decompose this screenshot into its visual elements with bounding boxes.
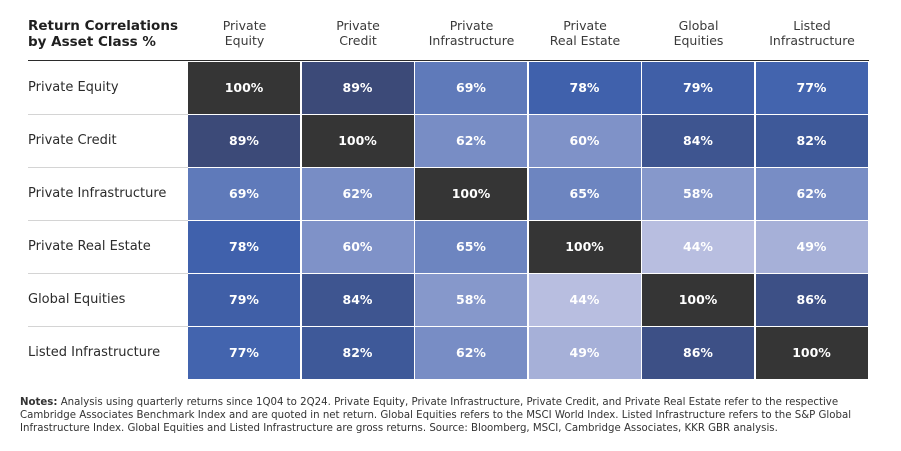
column-header-line: Private	[336, 18, 380, 33]
heatmap-cell-private-real-estate-private-real-estate: 100%	[528, 220, 641, 273]
heatmap-cell-global-equities-listed-infrastructure: 86%	[755, 273, 868, 326]
row-label-global-equities: Global Equities	[28, 292, 126, 307]
row-label-private-equity: Private Equity	[28, 80, 119, 95]
row-divider	[28, 220, 188, 221]
column-header-line: Private	[449, 18, 494, 33]
row-divider	[28, 114, 188, 115]
row-divider	[28, 326, 188, 327]
heatmap-cell-private-infrastructure-global-equities: 58%	[642, 167, 754, 220]
heatmap-cell-private-equity-global-equities: 79%	[642, 61, 754, 114]
heatmap-cell-private-real-estate-global-equities: 44%	[642, 220, 754, 273]
row-label-private-real-estate: Private Real Estate	[28, 239, 151, 254]
row-divider	[28, 273, 188, 274]
heatmap-cell-global-equities-global-equities: 100%	[642, 273, 754, 326]
column-header-line: Infrastructure	[769, 33, 855, 48]
heatmap-cell-private-credit-global-equities: 84%	[642, 114, 754, 167]
heatmap-cell-global-equities-private-equity: 79%	[188, 273, 300, 326]
heatmap-cell-private-credit-listed-infrastructure: 82%	[755, 114, 868, 167]
column-header-line: Equity	[224, 33, 265, 48]
column-header-line: Global	[678, 18, 719, 33]
heatmap-cell-private-equity-listed-infrastructure: 77%	[755, 61, 868, 114]
column-header-private-infrastructure: Private Infrastructure	[415, 18, 528, 48]
heatmap-cell-listed-infrastructure-global-equities: 86%	[642, 326, 754, 379]
heatmap-cell-private-credit-private-real-estate: 60%	[528, 114, 641, 167]
heatmap-cell-private-infrastructure-private-real-estate: 65%	[528, 167, 641, 220]
row-label-private-infrastructure: Private Infrastructure	[28, 186, 167, 201]
chart-title-line-2: by Asset Class %	[28, 34, 156, 50]
heatmap-cell-global-equities-private-credit: 84%	[301, 273, 414, 326]
column-header-private-real-estate: Private Real Estate	[529, 18, 642, 48]
heatmap-cell-listed-infrastructure-private-credit: 82%	[301, 326, 414, 379]
heatmap-cell-global-equities-private-infrastructure: 58%	[415, 273, 527, 326]
heatmap-cell-private-equity-private-equity: 100%	[188, 61, 300, 114]
heatmap-cell-private-infrastructure-private-equity: 69%	[188, 167, 300, 220]
chart-title: Return Correlations by Asset Class %	[28, 18, 188, 50]
heatmap-cell-private-equity-private-real-estate: 78%	[528, 61, 641, 114]
heatmap-cell-private-credit-private-equity: 89%	[188, 114, 300, 167]
heatmap-cell-private-real-estate-private-credit: 60%	[301, 220, 414, 273]
heatmap-cell-private-credit-private-infrastructure: 62%	[415, 114, 527, 167]
heatmap-cell-listed-infrastructure-private-equity: 77%	[188, 326, 300, 379]
column-header-line: Private	[222, 18, 267, 33]
column-header-line: Credit	[339, 33, 377, 48]
row-divider	[28, 167, 188, 168]
heatmap-cell-private-infrastructure-private-infrastructure: 100%	[415, 167, 527, 220]
row-label-private-credit: Private Credit	[28, 133, 117, 148]
heatmap-cell-private-equity-private-credit: 89%	[301, 61, 414, 114]
footnote: Notes: Analysis using quarterly returns …	[20, 396, 885, 435]
column-header-line: Real Estate	[549, 33, 621, 48]
heatmap-cell-private-infrastructure-private-credit: 62%	[301, 167, 414, 220]
column-header-global-equities: Global Equities	[642, 18, 755, 48]
column-header-line: Private	[563, 18, 607, 33]
heatmap-cell-private-equity-private-infrastructure: 69%	[415, 61, 527, 114]
column-header-line: Equities	[673, 33, 724, 48]
column-header-private-equity: Private Equity	[188, 18, 301, 48]
heatmap-cell-private-real-estate-listed-infrastructure: 49%	[755, 220, 868, 273]
footnote-label: Notes:	[20, 397, 58, 408]
heatmap-cell-private-credit-private-credit: 100%	[301, 114, 414, 167]
row-label-listed-infrastructure: Listed Infrastructure	[28, 345, 161, 360]
header-divider	[28, 60, 869, 61]
chart-title-line-1: Return Correlations	[28, 18, 178, 34]
heatmap-cell-listed-infrastructure-private-infrastructure: 62%	[415, 326, 527, 379]
heatmap-cell-private-real-estate-private-infrastructure: 65%	[415, 220, 527, 273]
heatmap-cell-global-equities-private-real-estate: 44%	[528, 273, 641, 326]
column-header-line: Infrastructure	[428, 33, 515, 48]
column-header-private-credit: Private Credit	[302, 18, 415, 48]
column-header-line: Listed	[793, 18, 831, 33]
column-header-listed-infrastructure: Listed Infrastructure	[756, 18, 869, 48]
footnote-text: Analysis using quarterly returns since 1…	[20, 397, 852, 434]
heatmap-cell-listed-infrastructure-private-real-estate: 49%	[528, 326, 641, 379]
heatmap-cell-private-infrastructure-listed-infrastructure: 62%	[755, 167, 868, 220]
heatmap-cell-listed-infrastructure-listed-infrastructure: 100%	[755, 326, 868, 379]
heatmap-cell-private-real-estate-private-equity: 78%	[188, 220, 300, 273]
